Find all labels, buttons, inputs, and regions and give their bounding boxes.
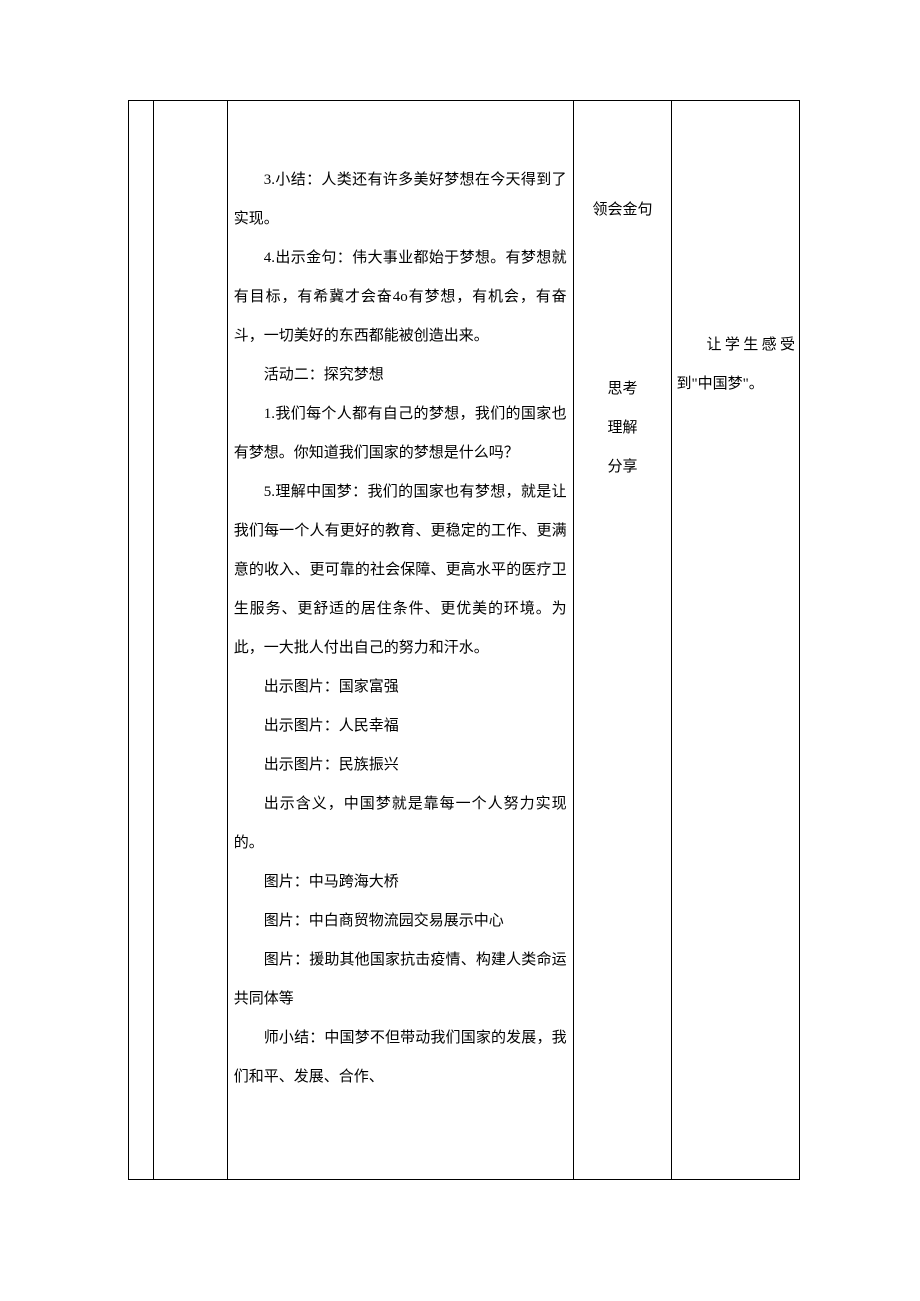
content-paragraph: 图片：中马跨海大桥 [234,863,567,902]
content-paragraph: 出示图片：国家富强 [234,668,567,707]
activity-text: 思考 [578,370,668,409]
content-paragraph: 出示图片：人民幸福 [234,707,567,746]
content-paragraph: 出示含义，中国梦就是靠每一个人努力实现的。 [234,785,567,863]
table-col-content: 3.小结：人类还有许多美好梦想在今天得到了实现。 4.出示金句：伟大事业都始于梦… [228,101,574,1179]
content-paragraph: 3.小结：人类还有许多美好梦想在今天得到了实现。 [234,161,567,239]
content-paragraph: 师小结：中国梦不但带动我们国家的发展，我们和平、发展、合作、 [234,1019,567,1097]
content-paragraph: 出示图片：民族振兴 [234,746,567,785]
purpose-text: 让学生感受到"中国梦"。 [676,326,795,404]
activity-text: 理解 [578,409,668,448]
content-paragraph: 4.出示金句：伟大事业都始于梦想。有梦想就有目标，有希冀才会奋4o有梦想，有机会… [234,239,567,356]
table-col-2 [154,101,228,1179]
table-col-purpose: 让学生感受到"中国梦"。 [672,101,799,1179]
content-paragraph: 5.理解中国梦：我们的国家也有梦想，就是让我们每一个人有更好的教育、更稳定的工作… [234,473,567,668]
content-paragraph: 图片：援助其他国家抗击疫情、构建人类命运共同体等 [234,941,567,1019]
content-paragraph: 活动二：探究梦想 [234,356,567,395]
content-paragraph: 1.我们每个人都有自己的梦想，我们的国家也有梦想。你知道我们国家的梦想是什么吗？ [234,395,567,473]
table-col-student-activity: 领会金句 思考 理解 分享 [574,101,673,1179]
table-col-1 [129,101,154,1179]
activity-text: 分享 [578,448,668,487]
content-paragraph: 图片：中白商贸物流园交易展示中心 [234,902,567,941]
lesson-plan-table: 3.小结：人类还有许多美好梦想在今天得到了实现。 4.出示金句：伟大事业都始于梦… [128,100,800,1180]
spacer [578,230,668,370]
activity-text: 领会金句 [578,191,668,230]
